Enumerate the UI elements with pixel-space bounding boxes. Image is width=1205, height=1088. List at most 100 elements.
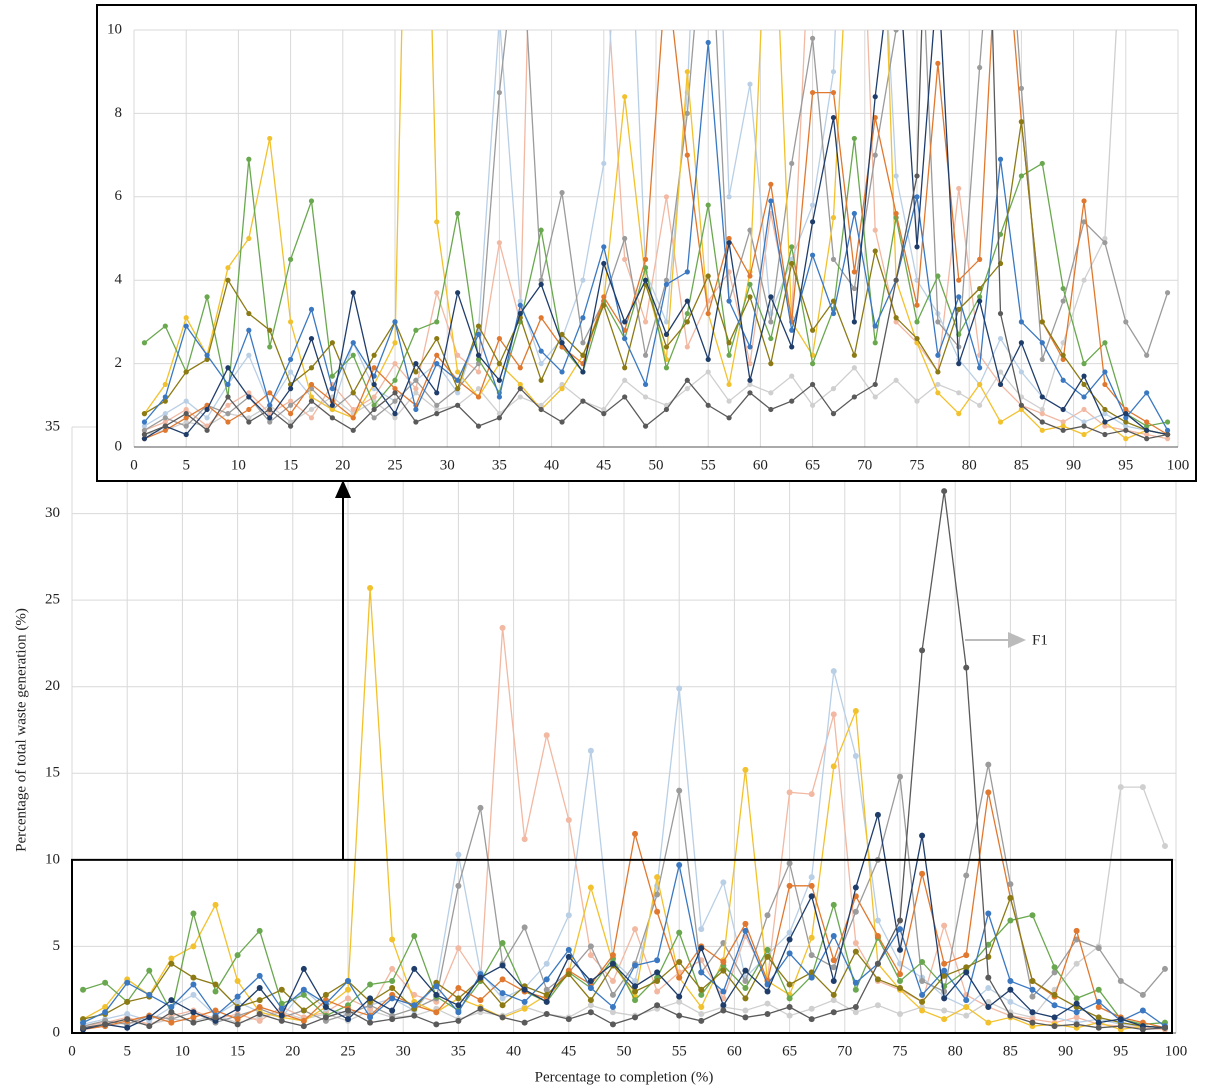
point [434, 411, 440, 417]
point [786, 929, 793, 936]
point [830, 997, 837, 1004]
point [642, 265, 649, 271]
point [622, 94, 628, 100]
point [698, 1004, 705, 1011]
point [851, 210, 857, 217]
x-tick-label: 85 [1014, 457, 1029, 473]
point [413, 406, 419, 413]
point [517, 394, 523, 400]
point [80, 986, 87, 993]
point [1039, 340, 1045, 346]
point [726, 398, 732, 404]
point [1144, 436, 1150, 442]
point [267, 344, 273, 350]
point [434, 406, 440, 413]
point [475, 369, 482, 375]
point [747, 344, 753, 350]
point [977, 381, 983, 388]
point [1081, 406, 1087, 413]
point [654, 957, 661, 964]
point [764, 1000, 771, 1007]
point [267, 135, 273, 142]
point [565, 953, 572, 960]
point [496, 89, 502, 96]
point [786, 995, 793, 1002]
point [1102, 411, 1108, 417]
point [1102, 419, 1108, 425]
point [789, 344, 795, 350]
point [1018, 340, 1024, 346]
point [941, 972, 948, 979]
x-tick-label: 40 [506, 1043, 521, 1059]
point [580, 315, 586, 321]
point [246, 327, 252, 333]
point [477, 804, 484, 811]
point [851, 352, 857, 358]
series-line [82, 491, 1166, 1031]
point [1060, 419, 1066, 425]
point [1051, 969, 1058, 976]
point [941, 1016, 948, 1023]
point [1073, 927, 1080, 934]
point [475, 423, 482, 429]
point [663, 365, 670, 371]
point [246, 235, 252, 242]
point [941, 922, 948, 929]
point [225, 394, 231, 400]
point [705, 310, 711, 317]
point [434, 219, 440, 225]
point [720, 967, 727, 974]
point [543, 991, 550, 998]
point [852, 1004, 859, 1011]
series-line [144, 30, 1117, 436]
point [455, 386, 461, 392]
point [234, 993, 241, 1000]
point [935, 352, 941, 358]
point [246, 415, 252, 421]
point [1095, 1014, 1102, 1021]
point [565, 817, 572, 824]
point [830, 386, 837, 392]
x-tick-label: 95 [1113, 1043, 1128, 1059]
point [764, 946, 771, 953]
point [997, 381, 1004, 388]
point [808, 893, 815, 900]
point [1018, 319, 1024, 325]
point [1018, 85, 1024, 91]
point [698, 991, 705, 998]
point [455, 1002, 462, 1009]
point [413, 327, 419, 333]
point [580, 352, 586, 358]
point [1029, 1019, 1036, 1026]
point [684, 319, 690, 325]
point [852, 939, 859, 946]
point [676, 929, 683, 936]
inset-plot: 0 5 10 15 20 25 30 35 40 45 50 55 60 65 70 75 80 85 90 95 10… [107, 21, 1189, 473]
point [565, 971, 572, 978]
annotation: F1 [1032, 632, 1048, 648]
point [872, 323, 878, 329]
point [1039, 394, 1045, 400]
point [977, 365, 983, 371]
point [1095, 986, 1102, 993]
point [747, 381, 753, 388]
point [1051, 991, 1058, 998]
point [830, 991, 837, 998]
point [789, 373, 795, 379]
point [1073, 960, 1080, 967]
point [433, 983, 440, 990]
point [676, 998, 683, 1005]
point [632, 926, 639, 933]
point [830, 411, 837, 417]
series-line [144, 30, 1168, 440]
point [919, 647, 926, 654]
point [874, 1002, 881, 1009]
point [141, 419, 148, 425]
point [872, 394, 878, 400]
point [893, 173, 899, 179]
point [1060, 340, 1066, 346]
point [329, 340, 335, 346]
point [1144, 431, 1150, 438]
point [434, 352, 440, 358]
point [411, 1002, 418, 1009]
